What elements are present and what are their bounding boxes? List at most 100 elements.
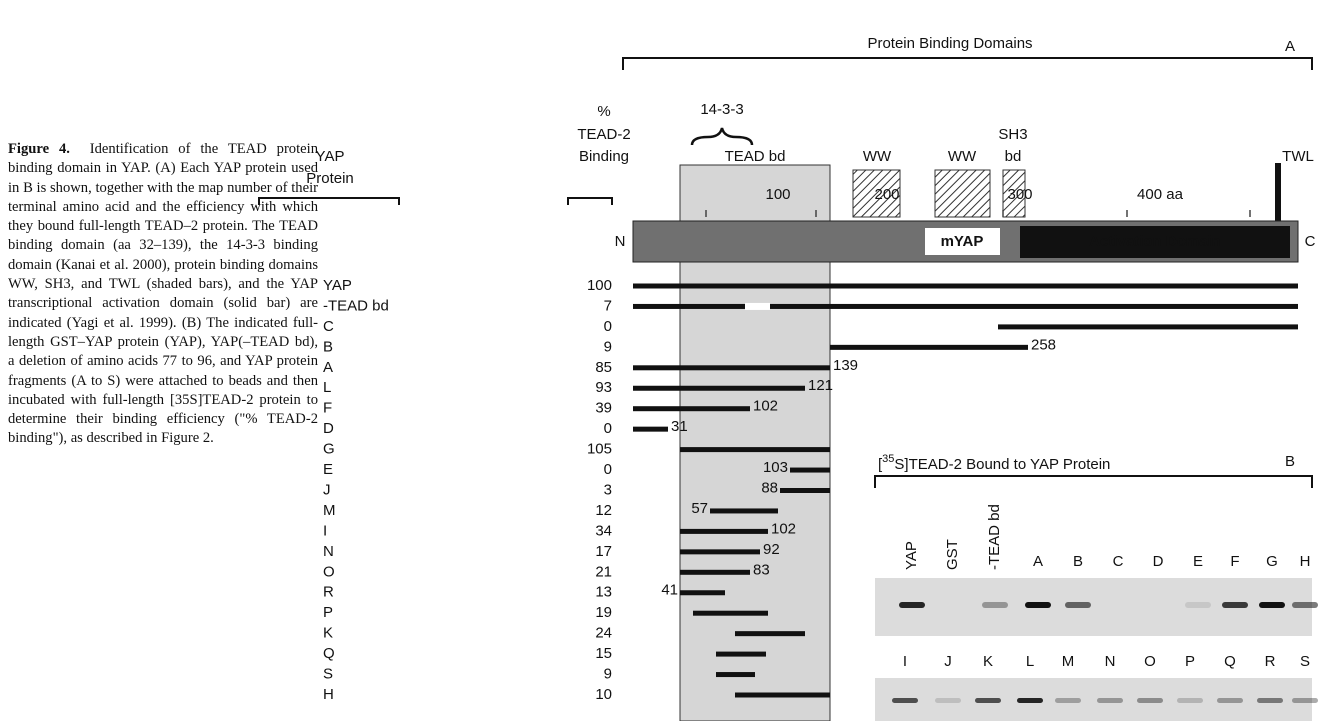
gel-band	[982, 602, 1008, 608]
lane-label: O	[1144, 653, 1156, 670]
fragment-bar	[780, 488, 830, 493]
axis-label: 300	[1007, 186, 1032, 203]
fragment-bar	[633, 284, 1298, 289]
binding-value: 100	[587, 277, 612, 294]
fragment-bar	[710, 508, 778, 513]
domain-label: WW	[863, 148, 892, 165]
axis-label: 400 aa	[1137, 186, 1184, 203]
lane-label: S	[1300, 653, 1310, 670]
fragment-bar	[680, 590, 725, 595]
row-name: C	[323, 318, 334, 335]
binding-value: 24	[595, 625, 612, 642]
fragment-bar	[998, 324, 1298, 329]
fragment-bar	[735, 693, 830, 698]
fragment-bar	[830, 345, 1028, 350]
domain-label: TEAD bd	[725, 148, 786, 165]
lane-label: F	[1230, 553, 1239, 570]
binding-value: 0	[604, 420, 612, 437]
lane-label: N	[1105, 653, 1116, 670]
fragment-bar	[680, 447, 830, 452]
lane-label: L	[1026, 653, 1034, 670]
fragment-bar	[633, 304, 1298, 309]
binding-value: 0	[604, 318, 612, 335]
domain-label: 14-3-3	[700, 101, 743, 118]
end-label: 57	[691, 500, 708, 517]
title-part: S]TEAD-2 Bound to YAP Protein	[894, 456, 1110, 473]
axis-label: 100	[765, 186, 790, 203]
bracket	[623, 58, 1312, 70]
gel-band	[1177, 698, 1203, 703]
column-header: Binding	[579, 148, 629, 165]
lane-label: E	[1193, 553, 1203, 570]
binding-value: 7	[604, 297, 612, 314]
row-name: F	[323, 400, 332, 417]
fragment-bar	[790, 468, 830, 473]
lane-label: R	[1265, 653, 1276, 670]
panel-letter: A	[1285, 38, 1295, 55]
lane-label: M	[1062, 653, 1075, 670]
row-name: P	[323, 604, 333, 621]
bracket	[259, 198, 399, 205]
column-header: YAP	[316, 148, 345, 165]
brace	[692, 128, 752, 145]
row-name: I	[323, 522, 327, 539]
panel-letter: B	[1285, 453, 1295, 470]
binding-value: 9	[604, 666, 612, 683]
row-name: -TEAD bd	[323, 297, 389, 314]
lane-label: GST	[944, 539, 961, 570]
end-label: 88	[761, 479, 778, 496]
binding-value: 12	[595, 502, 612, 519]
gel-band	[1259, 602, 1285, 608]
column-header: Protein	[306, 170, 354, 187]
fragment-bar	[693, 611, 768, 616]
gel-band	[1222, 602, 1248, 608]
binding-value: 93	[595, 379, 612, 396]
fragment-bar	[735, 631, 805, 636]
binding-value: 19	[595, 604, 612, 621]
binding-value: 13	[595, 584, 612, 601]
row-name: YAP	[323, 277, 352, 294]
domain-label: WW	[948, 148, 977, 165]
binding-value: 15	[595, 645, 612, 662]
lane-label: J	[944, 653, 952, 670]
fragment-bar	[633, 427, 668, 432]
panel-title: [35S]TEAD-2 Bound to YAP Protein	[878, 453, 1110, 473]
binding-value: 85	[595, 359, 612, 376]
fragment-bar	[680, 570, 750, 575]
domain-label: mYAP	[941, 233, 984, 250]
end-label: 102	[753, 398, 778, 415]
end-label: 139	[833, 357, 858, 374]
axis-label: 200	[874, 186, 899, 203]
row-name: K	[323, 625, 333, 642]
row-name: A	[323, 359, 333, 376]
bracket	[568, 198, 612, 205]
lane-label: H	[1300, 553, 1311, 570]
bracket	[875, 476, 1312, 488]
gel-band	[1025, 602, 1051, 608]
row-name: D	[323, 420, 334, 437]
binding-value: 17	[595, 543, 612, 560]
gel-band	[1292, 698, 1318, 703]
end-label: 103	[763, 459, 788, 476]
lane-label: D	[1153, 553, 1164, 570]
gel-band	[892, 698, 918, 703]
domain-label: SH3	[998, 126, 1027, 143]
row-name: O	[323, 563, 335, 580]
title-part: 35	[882, 453, 894, 465]
domain-label: bd	[1005, 148, 1022, 165]
gel-band	[935, 698, 961, 703]
lane-label: -TEAD bd	[986, 504, 1003, 570]
row-name: M	[323, 502, 336, 519]
row-name: Q	[323, 645, 335, 662]
column-header: TEAD-2	[577, 126, 630, 143]
binding-value: 9	[604, 338, 612, 355]
deletion-gap	[745, 303, 770, 310]
row-name: E	[323, 461, 333, 478]
row-name: N	[323, 543, 334, 560]
lane-label: K	[983, 653, 993, 670]
row-name: H	[323, 686, 334, 703]
gel-band	[1097, 698, 1123, 703]
end-label: 258	[1031, 336, 1056, 353]
terminus-label: N	[615, 233, 626, 250]
fragment-bar	[716, 652, 766, 657]
